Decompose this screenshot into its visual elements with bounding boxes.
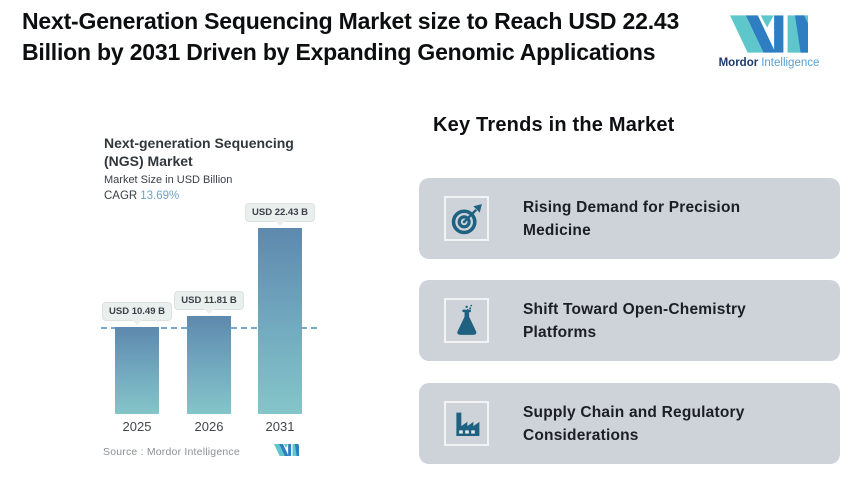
bar-value-chip: USD 22.43 B: [245, 203, 315, 222]
trend-title: Supply Chain and Regulatory Consideratio…: [523, 403, 745, 444]
trend-card-precision-medicine: Rising Demand for Precision Medicine: [419, 178, 840, 259]
trends-heading: Key Trends in the Market: [433, 114, 675, 136]
flask-icon: [456, 304, 476, 335]
chart-title: Next-generation Sequencing (NGS) Market: [104, 135, 294, 169]
bar-2025: [115, 327, 159, 414]
brand-suffix: Intelligence: [761, 57, 820, 69]
trend-title: Shift Toward Open-Chemistry Platforms: [523, 300, 746, 341]
cagr-value: 13.69%: [140, 190, 180, 202]
bar-group-2026: USD 11.81 B: [174, 291, 244, 414]
trend-title: Rising Demand for Precision Medicine: [523, 198, 741, 239]
x-axis-label-2031: 2031: [265, 419, 295, 434]
bar-2026: [187, 316, 231, 414]
icon-frame: [444, 298, 489, 343]
chart-source: Source : Mordor Intelligence: [103, 446, 240, 458]
brand-logo: Mordor Intelligence: [710, 15, 828, 69]
bar-value-chip: USD 10.49 B: [102, 302, 172, 321]
mordor-logo-icon: [730, 15, 808, 53]
bar-value-chip: USD 11.81 B: [174, 291, 244, 310]
chart-subtitle: Market Size in USD Billion: [104, 174, 233, 186]
brand-wordmark: Mordor Intelligence: [710, 57, 828, 69]
icon-frame: [444, 401, 489, 446]
bar-group-2025: USD 10.49 B: [102, 302, 172, 414]
trend-card-supply-chain: Supply Chain and Regulatory Consideratio…: [419, 383, 840, 464]
icon-frame: [444, 196, 489, 241]
x-axis-label-2025: 2025: [122, 419, 152, 434]
trend-card-open-chemistry: Shift Toward Open-Chemistry Platforms: [419, 280, 840, 361]
cagr-label: CAGR: [104, 190, 138, 202]
factory-icon: [455, 412, 479, 436]
target-icon: [451, 203, 482, 234]
chart-cagr: CAGR 13.69%: [104, 190, 179, 202]
bar-2031: [258, 228, 302, 414]
x-axis-label-2026: 2026: [194, 419, 224, 434]
bar-group-2031: USD 22.43 B: [245, 203, 315, 414]
mordor-mini-logo-icon: [274, 444, 299, 456]
brand-name: Mordor: [718, 57, 759, 69]
page-title: Next-Generation Sequencing Market size t…: [22, 8, 680, 65]
